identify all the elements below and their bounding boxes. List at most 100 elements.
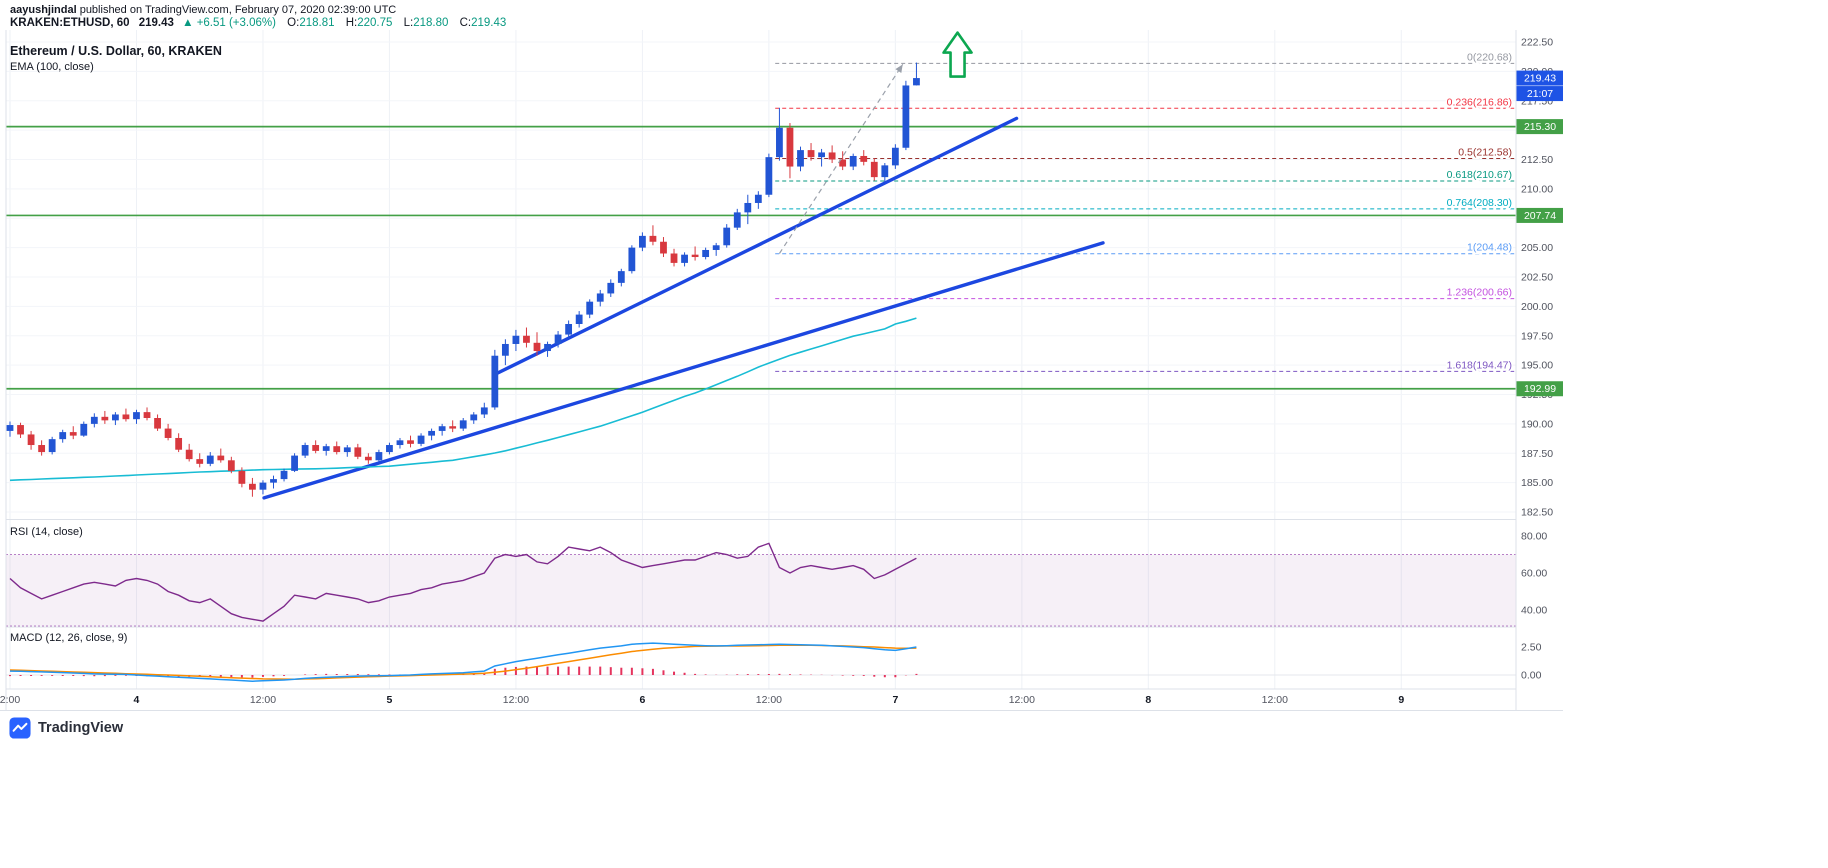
candle [881, 163, 889, 182]
svg-text:215.30: 215.30 [1524, 121, 1556, 133]
candle [786, 123, 794, 179]
low-value: 218.80 [413, 17, 449, 29]
candle [101, 410, 109, 424]
fib-level-label: 0.764(208.30) [1447, 197, 1512, 209]
candle [649, 225, 657, 246]
candle [301, 442, 309, 458]
candle [491, 349, 499, 410]
candle [122, 408, 130, 422]
candle [797, 146, 804, 172]
time-axis[interactable]: 2:00 4 12:00 5 12:00 6 12:00 7 12:00 8 12:00 9 [0, 694, 1404, 706]
time-tick-label: 12:00 [503, 694, 529, 706]
price-tick-label: 195.00 [1521, 360, 1553, 372]
candle [238, 467, 246, 488]
price-tick-label: 190.00 [1521, 418, 1553, 430]
fib-level-label: 1.618(194.47) [1447, 359, 1512, 371]
time-tick-label: 8 [1145, 694, 1151, 706]
candle [860, 150, 868, 166]
ohlc-open: O:218.81 [287, 17, 334, 29]
price-tick-label: 212.50 [1521, 154, 1553, 166]
candle [291, 453, 298, 473]
fib-level-label: 0.618(210.67) [1447, 169, 1512, 181]
price-axis[interactable]: 222.50220.00217.50215.00212.50210.00207.… [1516, 30, 1564, 710]
rsi-line [9, 542, 917, 622]
candle [902, 80, 910, 151]
ema-legend[interactable]: EMA (100, close) [10, 61, 94, 73]
candlestick-series [6, 62, 920, 497]
last-price-badge: 219.43 [1516, 70, 1563, 86]
candle [227, 456, 235, 474]
pane-separators [0, 30, 1563, 711]
candle [660, 237, 667, 258]
gridlines [6, 30, 1516, 689]
candle [586, 299, 594, 319]
projection-dashed-line[interactable] [778, 63, 904, 254]
candle [322, 443, 330, 456]
candle [607, 279, 615, 297]
rsi-tick-label: 80.00 [1521, 531, 1547, 543]
trend-line[interactable] [262, 241, 1105, 500]
time-tick-label: 4 [134, 694, 140, 706]
ohlc-close: C:219.43 [460, 17, 507, 29]
candle [818, 148, 825, 167]
price-tick-label: 210.00 [1521, 183, 1553, 195]
svg-text:207.74: 207.74 [1524, 210, 1556, 222]
candle [470, 412, 478, 424]
candle [691, 246, 699, 261]
macd-pane[interactable] [6, 642, 1516, 682]
ema-line[interactable] [9, 317, 917, 482]
candle [807, 143, 815, 161]
footer-brand-link[interactable]: TradingView [9, 717, 123, 739]
rsi-pane[interactable] [6, 542, 1516, 627]
time-tick-label: 7 [892, 694, 898, 706]
candle [428, 428, 435, 441]
candle [544, 341, 551, 357]
brand-name: TradingView [38, 720, 124, 736]
candle [870, 158, 878, 181]
svg-text:219.43: 219.43 [1524, 73, 1556, 85]
candle [90, 413, 98, 428]
macd-legend[interactable]: MACD (12, 26, close, 9) [10, 632, 128, 644]
close-label: C: [459, 17, 472, 29]
time-tick-label: 12:00 [1262, 694, 1288, 706]
fib-retracement [775, 62, 1516, 372]
candle [27, 430, 35, 450]
candle [628, 245, 636, 274]
candle [744, 194, 752, 225]
candle [6, 421, 14, 437]
high-value: 220.75 [357, 17, 393, 29]
main-pane-title[interactable]: Ethereum / U.S. Dollar, 60, KRAKEN [10, 44, 222, 58]
fib-level-label: 1.236(200.66) [1447, 287, 1512, 299]
candle [554, 331, 562, 348]
candle [343, 445, 351, 457]
candle [69, 426, 77, 440]
candle [217, 448, 225, 463]
candle [754, 191, 762, 209]
candle [670, 248, 678, 267]
fib-level-label: 0.5(212.58) [1458, 147, 1512, 159]
candle [59, 429, 67, 443]
candle [17, 422, 24, 438]
up-arrow-drawing[interactable] [942, 31, 973, 78]
rsi-tick-label: 40.00 [1521, 605, 1547, 617]
candle [913, 62, 920, 86]
up-triangle-icon: ▲ [182, 17, 194, 29]
fib-level-label: 0.236(216.86) [1447, 96, 1512, 108]
candle [459, 418, 467, 431]
candle [164, 423, 172, 441]
close-value: 219.43 [471, 17, 507, 29]
candle [512, 329, 520, 352]
fib-level-label: 1(204.48) [1467, 242, 1512, 254]
candle [175, 433, 183, 453]
candle [596, 289, 604, 307]
rsi-legend[interactable]: RSI (14, close) [10, 526, 83, 538]
open-label: O: [287, 17, 300, 29]
author-name: aayushjindal [10, 4, 77, 16]
candle [617, 268, 625, 287]
candle [828, 145, 836, 164]
candle [133, 409, 140, 424]
macd-tick-label: 0.00 [1521, 670, 1542, 682]
trend-line[interactable] [495, 116, 1019, 376]
